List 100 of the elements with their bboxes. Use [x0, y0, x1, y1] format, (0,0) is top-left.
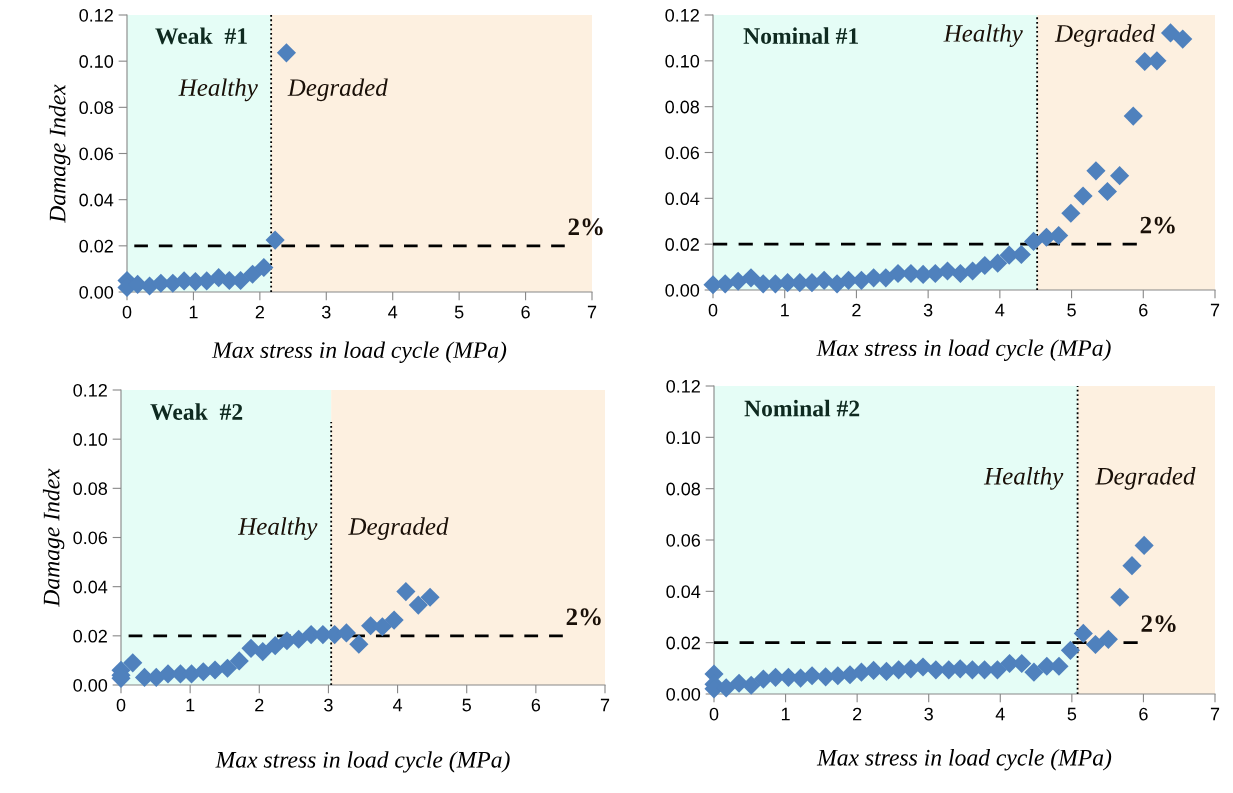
- x-tick-label: 5: [462, 698, 471, 712]
- point: [728, 271, 748, 291]
- point: [1049, 225, 1069, 246]
- x-tick-label: 0: [708, 303, 718, 317]
- x-axis-title: Max stress in load cycle (MPa): [816, 339, 1111, 361]
- point: [1024, 662, 1044, 682]
- band-label: Healthy: [943, 24, 1023, 47]
- point: [276, 43, 296, 63]
- point: [1160, 23, 1181, 43]
- x-tick-label: 1: [186, 698, 195, 712]
- point: [289, 629, 309, 649]
- point: [1023, 231, 1044, 251]
- y-tick-label: 0.04: [665, 192, 700, 206]
- x-tick-label: 1: [781, 303, 789, 317]
- y-tick-label: 0.12: [666, 379, 700, 393]
- y-tick-label: 0.02: [73, 629, 107, 643]
- y-tick-label: 0.12: [665, 8, 699, 22]
- point: [217, 658, 238, 678]
- y-tick-label: 0.08: [665, 100, 700, 114]
- x-tick-label: 7: [1210, 707, 1220, 721]
- x-tick-label: 4: [995, 707, 1005, 721]
- point: [1098, 629, 1118, 649]
- band-label: Healthy: [237, 517, 318, 541]
- y-tick-label: 0.12: [79, 8, 113, 22]
- point: [1122, 556, 1142, 576]
- y-tick-label: 0.06: [666, 533, 701, 547]
- y-tick-label: 0.12: [73, 383, 107, 397]
- x-axis-title: Max stress in load cycle (MPa): [215, 751, 510, 773]
- y-tick-label: 0.10: [666, 431, 701, 445]
- chart-title: Weak #2: [150, 403, 243, 421]
- x-tick-label: 0: [709, 707, 719, 721]
- x-tick-label: 0: [122, 305, 132, 319]
- y-tick-label: 0.10: [79, 55, 114, 68]
- x-tick-label: 3: [924, 707, 933, 721]
- x-tick-label: 0: [116, 698, 126, 712]
- band-label: Degraded: [287, 78, 388, 102]
- point: [1012, 653, 1032, 674]
- y-tick-label: 0.02: [665, 238, 699, 251]
- point: [408, 595, 428, 615]
- y-tick-label: 0.04: [73, 580, 108, 594]
- y-tick-label: 0.06: [79, 147, 114, 161]
- y-tick-label: 0.06: [73, 531, 108, 545]
- point: [396, 582, 416, 602]
- y-axis-title: Damage Index: [48, 84, 71, 223]
- band-label: Healthy: [983, 467, 1064, 490]
- band-label: Degraded: [1054, 24, 1156, 47]
- x-tick-label: 4: [392, 698, 403, 712]
- point: [1123, 106, 1143, 126]
- y-axis-title: Damage Index: [42, 468, 65, 607]
- point: [741, 268, 761, 288]
- point: [1073, 186, 1093, 206]
- chart-title: Nominal #1: [743, 27, 858, 44]
- x-tick-label: 5: [1067, 707, 1077, 721]
- x-tick-label: 6: [1139, 707, 1148, 721]
- y-tick-label: 0.02: [666, 636, 700, 650]
- point: [254, 257, 274, 278]
- point: [963, 261, 983, 281]
- point: [1060, 640, 1080, 660]
- point: [715, 274, 735, 294]
- y-tick-label: 0.04: [79, 193, 114, 207]
- series-label: 2%: [568, 218, 603, 236]
- y-tick-label: 0.06: [665, 146, 700, 160]
- x-tick-label: 5: [454, 305, 464, 319]
- x-tick-label: 3: [321, 305, 331, 319]
- series-label: 2%: [1140, 216, 1175, 234]
- x-tick-label: 3: [923, 303, 933, 317]
- x-tick-label: 1: [189, 305, 198, 319]
- point: [1173, 29, 1193, 49]
- x-tick-label: 3: [324, 698, 333, 712]
- y-tick-label: 0.04: [666, 585, 701, 599]
- point: [1097, 181, 1117, 202]
- point: [253, 641, 273, 662]
- point: [937, 261, 958, 281]
- point: [384, 610, 404, 630]
- y-tick-label: 0.00: [73, 678, 108, 692]
- x-tick-label: 2: [255, 698, 264, 712]
- point: [229, 651, 249, 671]
- y-tick-label: 0.10: [665, 54, 700, 68]
- point: [265, 636, 285, 656]
- x-tick-label: 1: [781, 707, 790, 721]
- y-tick-label: 0.08: [73, 482, 108, 496]
- x-tick-label: 4: [388, 305, 398, 319]
- y-tick-label: 0.08: [79, 101, 114, 115]
- x-axis-title: Max stress in load cycle (MPa): [816, 749, 1112, 771]
- band-label: Degraded: [348, 517, 449, 540]
- series-label: 2%: [566, 608, 601, 626]
- x-tick-label: 2: [853, 707, 862, 721]
- point: [265, 230, 285, 250]
- band-label: Degraded: [1095, 467, 1196, 490]
- chart-title: Nominal #2: [744, 399, 860, 417]
- y-tick-label: 0.10: [73, 433, 108, 446]
- point: [420, 587, 440, 607]
- x-tick-label: 6: [521, 305, 530, 319]
- y-tick-label: 0.00: [666, 687, 701, 701]
- point: [1061, 203, 1081, 223]
- x-tick-label: 6: [1139, 303, 1148, 317]
- y-tick-label: 0.02: [79, 239, 113, 253]
- point: [1073, 623, 1093, 643]
- point: [1147, 51, 1167, 71]
- x-tick-label: 7: [600, 698, 610, 712]
